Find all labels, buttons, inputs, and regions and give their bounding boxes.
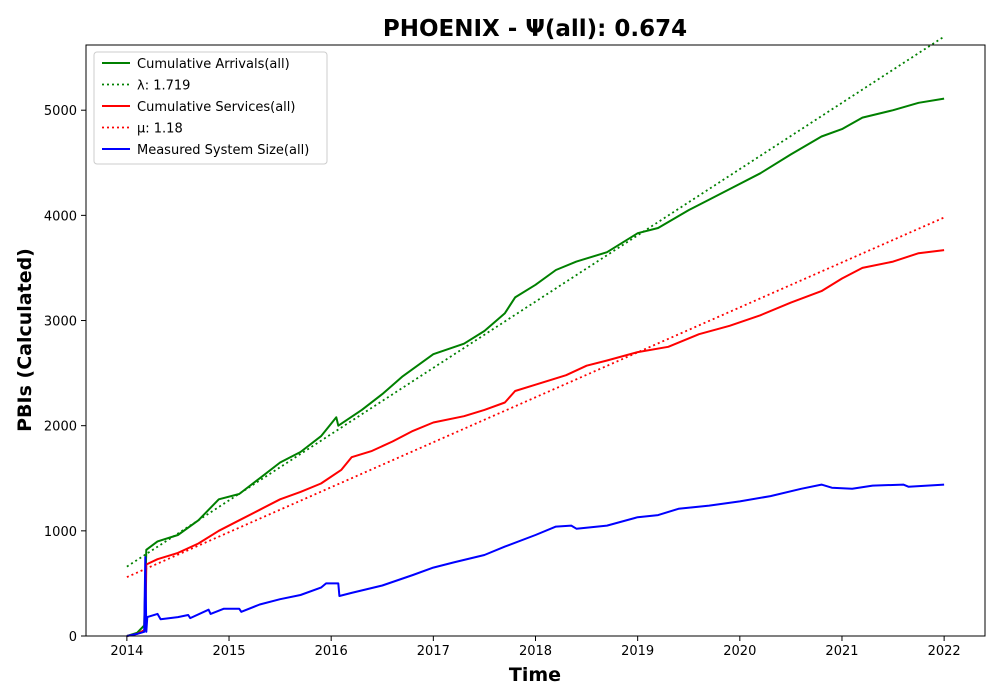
x-tick-label: 2019 — [621, 644, 654, 659]
y-tick-label: 4000 — [44, 209, 77, 224]
series-line-5 — [126, 483, 945, 637]
x-tick-label: 2021 — [825, 644, 858, 659]
legend-entry-2[interactable]: λ: 1.719 — [137, 79, 190, 94]
x-axis-label: Time — [509, 664, 561, 686]
y-tick-label: 0 — [69, 630, 77, 645]
y-tick-label: 1000 — [44, 525, 77, 540]
x-tick-label: 2022 — [928, 644, 961, 659]
y-tick-label: 3000 — [44, 315, 77, 330]
x-tick-label: 2017 — [417, 644, 450, 659]
legend-box — [93, 51, 328, 165]
y-axis-label: PBIs (Calculated) — [14, 248, 36, 432]
x-tick-label: 2014 — [110, 644, 143, 659]
y-axis: 0 1000 2000 3000 4000 5000 — [44, 104, 86, 645]
x-tick-label: 2018 — [519, 644, 552, 659]
x-axis: 2014 2015 2016 2017 2018 2019 2020 2021 2022 — [110, 636, 961, 659]
x-tick-label: 2015 — [212, 644, 245, 659]
plot-area — [126, 35, 945, 637]
series-line-1 — [126, 97, 945, 637]
legend-entry-4[interactable]: μ: 1.18 — [137, 122, 183, 137]
y-tick-label: 2000 — [44, 420, 77, 435]
y-tick-label: 5000 — [44, 104, 77, 119]
legend-entry-3[interactable]: Cumulative Services(all) — [137, 100, 295, 115]
series-line-3 — [126, 249, 945, 637]
x-tick-label: 2020 — [723, 644, 756, 659]
legend[interactable]: Cumulative Arrivals(all) λ: 1.719 Cumulati… — [93, 51, 328, 165]
legend-entry-5[interactable]: Measured System Size(all) — [137, 143, 309, 158]
series-line-2 — [126, 35, 945, 568]
x-tick-label: 2016 — [315, 644, 348, 659]
chart-title: PHOENIX - Ψ(all): 0.674 — [383, 16, 687, 42]
series-line-4 — [126, 216, 945, 578]
legend-entry-1[interactable]: Cumulative Arrivals(all) — [137, 57, 290, 72]
